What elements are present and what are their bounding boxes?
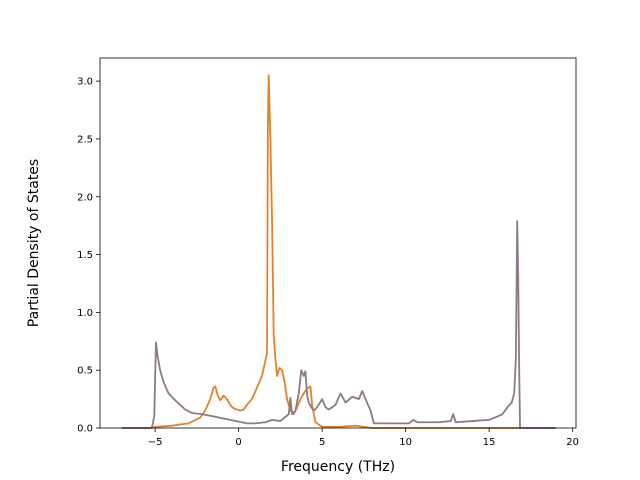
x-tick-label: 20 [566,437,579,448]
y-axis-label: Partial Density of States [26,159,42,327]
x-axis-ticks: −5 0 5 10 15 20 [148,428,579,448]
x-tick-label: 0 [235,437,241,448]
y-tick-label: 0.0 [77,424,93,435]
series-line-2 [121,220,556,429]
x-tick-label: 5 [319,437,325,448]
y-tick-label: 0.5 [77,366,93,377]
y-tick-label: 1.5 [77,250,93,261]
series-layer [121,74,556,429]
y-tick-label: 2.0 [77,192,93,203]
plot-frame [99,57,577,429]
y-tick-label: 3.0 [77,77,93,88]
x-tick-label: 10 [399,437,412,448]
x-tick-label: 15 [483,437,496,448]
y-axis-ticks: 0.0 0.5 1.0 1.5 2.0 2.5 3.0 [77,77,100,435]
y-tick-label: 1.0 [77,308,93,319]
x-tick-label: −5 [148,437,163,448]
series-line-1 [121,74,556,429]
x-axis-label: Frequency (THz) [281,459,395,475]
y-tick-label: 2.5 [77,134,93,145]
